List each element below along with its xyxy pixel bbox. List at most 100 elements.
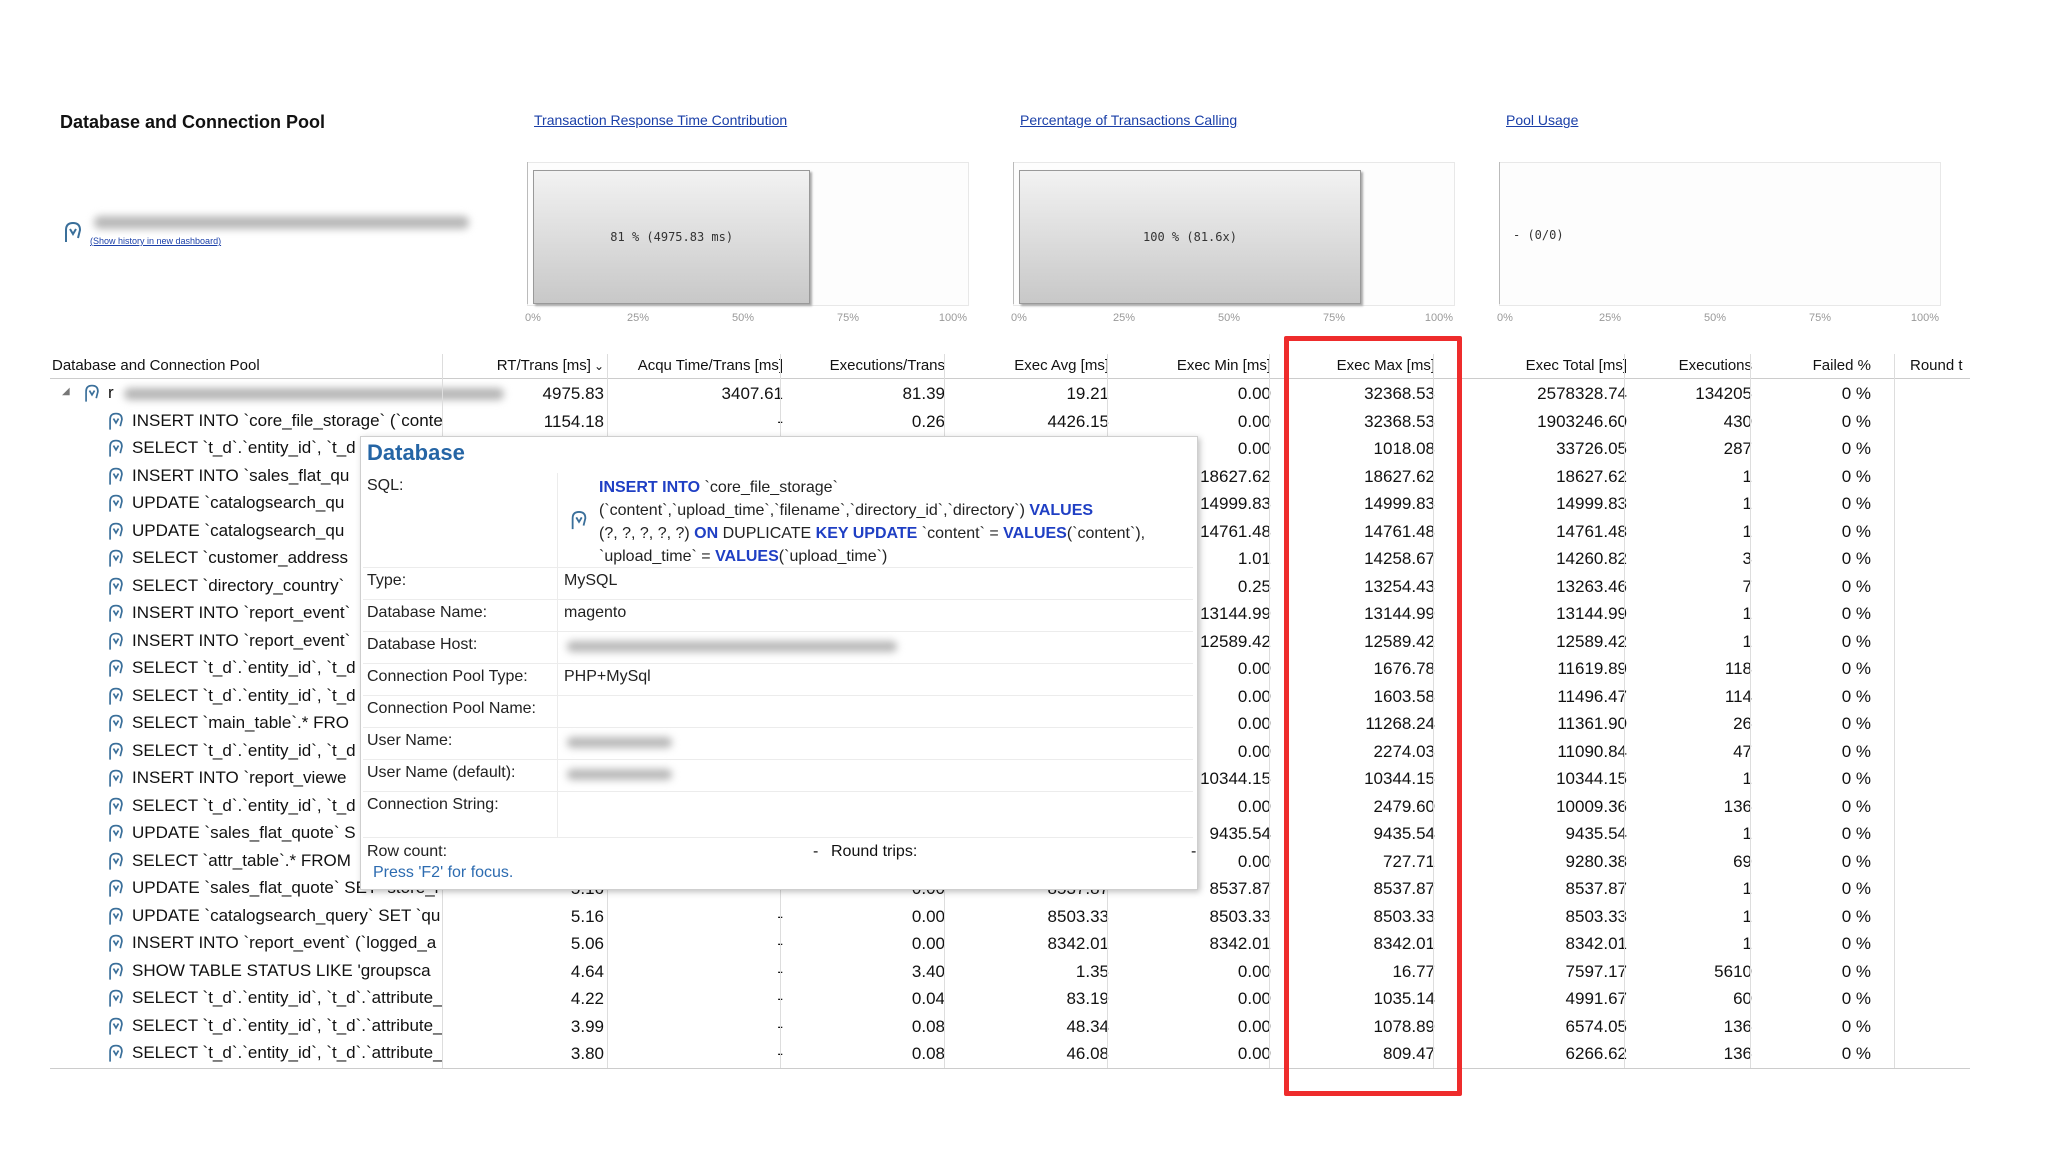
column-header-executions-trans[interactable]: Executions/Trans: [829, 357, 945, 374]
table-row[interactable]: SELECT `t_d`.`entity_id`, `t_d 0.00 2274.0…: [50, 738, 1970, 765]
table-row[interactable]: SELECT `t_d`.`entity_id`, `t_d 0.00 1018.0…: [50, 435, 1970, 462]
cell-executions-trans: 0.08: [911, 1044, 945, 1063]
table-bottom-border: [50, 1067, 1970, 1069]
table-row[interactable]: SELECT `t_d`.`entity_id`, `t_d`.`attribu…: [50, 1013, 1970, 1040]
cell-rt-trans: 5.06: [570, 934, 604, 953]
cell-exec-total: 12589.42: [1556, 631, 1627, 651]
cell-exec-total: 11619.89: [1557, 659, 1627, 678]
table-row[interactable]: SELECT `customer_address 1.01 14258.67 1426…: [50, 545, 1970, 572]
column-header-exec-max[interactable]: Exec Max [ms]: [1336, 357, 1435, 374]
redacted-value: [567, 769, 672, 780]
cell-executions: 1: [1742, 521, 1752, 541]
cell-exec-min: 0.00: [1237, 714, 1271, 733]
cell-failed: 0 %: [1841, 906, 1871, 926]
table-row[interactable]: INSERT INTO `report_viewe 10344.15 10344.1…: [50, 765, 1970, 792]
table-row[interactable]: UPDATE `catalogsearch_query` SET `qu 5.16…: [50, 903, 1970, 930]
sql-text: (`content`),: [1066, 525, 1146, 542]
chart-title-pool-usage[interactable]: Pool Usage: [1506, 112, 1579, 128]
cell-exec-max: 2479.60: [1373, 796, 1435, 816]
table-row[interactable]: UPDATE `catalogsearch_qu 14761.48 14761.48…: [50, 518, 1970, 545]
divider: [363, 567, 1193, 568]
sql-text: (?, ?, ?, ?, ?): [599, 525, 695, 542]
column-header-rt-trans[interactable]: RT/Trans [ms] ⌄: [448, 357, 604, 374]
query-name: UPDATE `catalogsearch_qu: [132, 493, 345, 512]
column-header-round-trips[interactable]: Round t: [1910, 357, 1963, 374]
cell-exec-min: 18627.62: [1200, 466, 1271, 486]
table-row[interactable]: INSERT INTO `report_event` 12589.42 12589.…: [50, 628, 1970, 655]
table-row[interactable]: INSERT INTO `report_event` (`logged_a 5.0…: [50, 930, 1970, 957]
field-label: Database Host:: [367, 636, 478, 653]
history-area: (Show history in new dashboard): [60, 210, 480, 250]
query-name: SELECT `main_table`.* FRO: [132, 713, 349, 732]
cell-exec-min: 0.00: [1237, 411, 1271, 431]
cell-failed: 0 %: [1841, 686, 1871, 706]
query-name: SELECT `t_d`.`entity_id`, `t_d: [132, 658, 356, 677]
cell-executions: 136: [1723, 796, 1752, 816]
database-icon: [109, 907, 123, 925]
chart-axis-tick: 50%: [731, 312, 755, 324]
cell-failed: 0 %: [1841, 1016, 1871, 1036]
column-header-failed[interactable]: Failed %: [1812, 357, 1871, 374]
cell-failed: 0 %: [1841, 934, 1871, 953]
chart-bar-label: 100 % (81.6x): [1143, 230, 1237, 244]
table-row[interactable]: SELECT `attr_table`.* FROM 0.00 727.71 9280…: [50, 848, 1970, 875]
table-row[interactable]: SELECT `t_d`.`entity_id`, `t_d 0.00 1676.7…: [50, 655, 1970, 682]
cell-executions: 114: [1724, 686, 1752, 706]
table-row[interactable]: UPDATE `catalogsearch_qu 14999.83 14999.83…: [50, 490, 1970, 517]
query-name: SELECT `t_d`.`entity_id`, `t_d: [132, 795, 356, 815]
chart-empty-label: - (0/0): [1513, 228, 1564, 242]
table-row-pool[interactable]: ◢ r 4975.83 3407.61 81.39 19.21 0.00 32368.53 25…: [50, 380, 1970, 407]
cell-executions: 1: [1742, 604, 1752, 623]
column-header-exec-total[interactable]: Exec Total [ms]: [1525, 357, 1627, 374]
cell-exec-total: 8537.87: [1565, 879, 1627, 898]
show-history-link[interactable]: (Show history in new dashboard): [90, 236, 222, 246]
chart-axis-tick: 25%: [1598, 312, 1622, 324]
cell-executions: 5610: [1714, 961, 1752, 981]
table-row[interactable]: INSERT INTO `core_file_storage` (`conte 1…: [50, 408, 1970, 435]
database-icon: [109, 549, 123, 567]
table-row[interactable]: SELECT `main_table`.* FRO 0.00 11268.24 113…: [50, 710, 1970, 737]
cell-exec-max: 18627.62: [1364, 466, 1435, 486]
cell-exec-max: 14999.83: [1364, 494, 1435, 513]
database-icon: [109, 934, 123, 952]
chart-title-response-time[interactable]: Transaction Response Time Contribution: [534, 112, 788, 128]
table-row[interactable]: SHOW TABLE STATUS LIKE 'groupsca 4.64- 3.4…: [50, 958, 1970, 985]
table-row[interactable]: INSERT INTO `report_event` 13144.99 13144.…: [50, 600, 1970, 627]
cell-failed: 0 %: [1841, 604, 1871, 623]
expand-toggle-icon[interactable]: ◢: [62, 386, 70, 397]
column-header-acqu-time[interactable]: Acqu Time/Trans [ms]: [637, 357, 783, 374]
redacted-value: [567, 641, 897, 652]
chart-bar: 81 % (4975.83 ms): [533, 170, 811, 304]
cell-exec-avg: 1.35: [1075, 961, 1109, 981]
query-name: SELECT `t_d`.`entity_id`, `t_d`.`attribu…: [132, 1043, 443, 1062]
cell-exec-avg: 8342.01: [1047, 934, 1109, 953]
cell-exec-max: 1603.58: [1373, 686, 1435, 706]
cell-failed: 0 %: [1841, 659, 1871, 678]
cell-rt-trans: 4975.83: [542, 384, 604, 403]
chart-title-percentage-calling[interactable]: Percentage of Transactions Calling: [1020, 112, 1238, 128]
cell-executions-trans: 0.00: [911, 906, 945, 926]
table-row[interactable]: INSERT INTO `sales_flat_qu 18627.62 18627.…: [50, 463, 1970, 490]
column-header-exec-min[interactable]: Exec Min [ms]: [1176, 357, 1271, 374]
table-row[interactable]: SELECT `t_d`.`entity_id`, `t_d 0.00 2479.6…: [50, 793, 1970, 820]
divider: [363, 727, 1193, 728]
chart-axis-tick: 50%: [1217, 312, 1241, 324]
cell-failed: 0 %: [1841, 714, 1871, 733]
column-header-executions[interactable]: Executions: [1678, 357, 1752, 374]
cell-acqu-time: -: [613, 1044, 783, 1064]
table-row[interactable]: SELECT `t_d`.`entity_id`, `t_d 0.00 1603.5…: [50, 683, 1970, 710]
table-row[interactable]: SELECT `t_d`.`entity_id`, `t_d`.`attribu…: [50, 1040, 1970, 1067]
column-header-exec-avg[interactable]: Exec Avg [ms]: [1014, 357, 1109, 374]
cell-acqu-time: -: [613, 934, 783, 954]
cell-executions-trans: 0.00: [911, 934, 945, 953]
table-row[interactable]: SELECT `directory_country` 0.25 13254.43 13…: [50, 573, 1970, 600]
cell-executions: 1: [1742, 879, 1752, 898]
table-row[interactable]: UPDATE `sales_flat_quote` S 9435.54 9435.5…: [50, 820, 1970, 847]
column-header-name[interactable]: Database and Connection Pool: [52, 357, 260, 374]
sql-keyword: ON: [694, 525, 719, 542]
cell-exec-max: 32368.53: [1364, 384, 1435, 403]
divider: [557, 473, 558, 837]
cell-exec-min: 12589.42: [1200, 631, 1271, 651]
cell-rt-trans: 4.64: [570, 961, 604, 981]
table-row[interactable]: SELECT `t_d`.`entity_id`, `t_d`.`attribu…: [50, 985, 1970, 1012]
